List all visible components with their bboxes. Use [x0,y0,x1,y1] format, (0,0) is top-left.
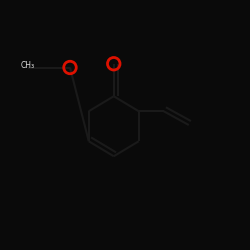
Text: CH₃: CH₃ [20,60,34,70]
